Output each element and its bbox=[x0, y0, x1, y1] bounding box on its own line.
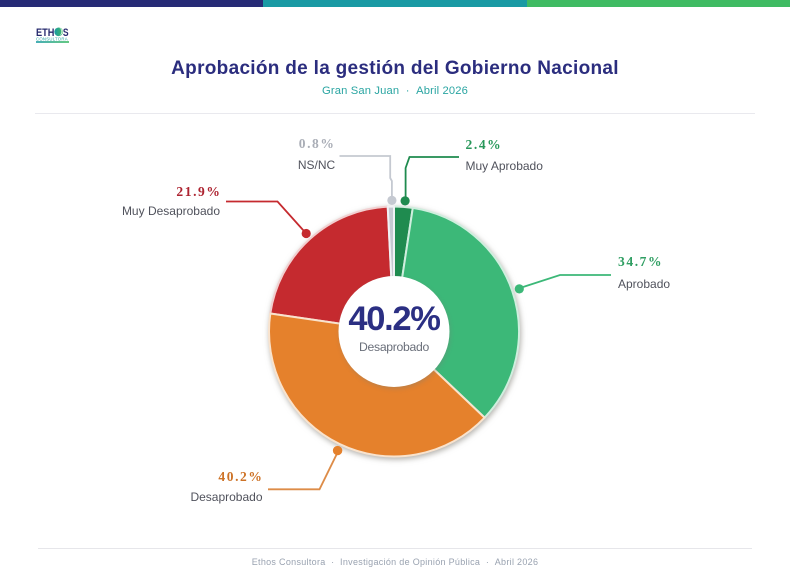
svg-text:CONSULTORA: CONSULTORA bbox=[36, 36, 68, 41]
svg-text:ETH: ETH bbox=[36, 27, 54, 39]
svg-text:S: S bbox=[63, 27, 69, 39]
